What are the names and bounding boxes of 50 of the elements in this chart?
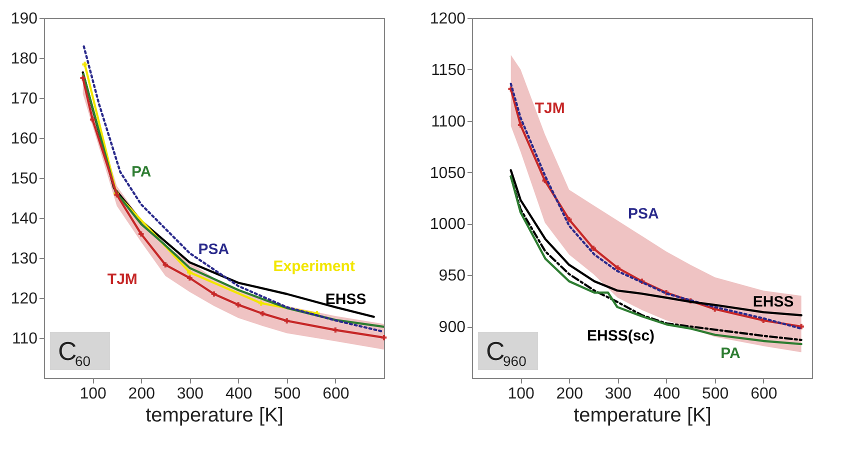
point [80, 75, 86, 81]
point [284, 318, 290, 324]
x-axis-title: temperature [K] [146, 404, 284, 426]
series-label: PA [132, 164, 152, 181]
point [82, 62, 88, 68]
series-label: EHSS(sc) [587, 327, 655, 344]
x-axis-title: temperature [K] [574, 404, 712, 426]
x-tick-label: 600 [750, 386, 778, 402]
y-tick-label: 130 [10, 250, 38, 268]
x-tick-label: 100 [508, 386, 535, 402]
y-tick-label: 190 [10, 10, 38, 28]
y-tick-label: 900 [438, 319, 466, 336]
series-label: Experiment [273, 258, 355, 276]
y-tick-label: 120 [10, 290, 38, 308]
x-tick-label: 100 [80, 386, 107, 402]
y-tick-label: 1050 [430, 164, 466, 182]
x-tick-label: 300 [176, 386, 204, 402]
y-tick-label: 1000 [430, 216, 466, 234]
point [187, 275, 192, 281]
series-label: TJM [107, 270, 138, 288]
x-tick-label: 500 [702, 386, 729, 402]
series-label: TJM [534, 100, 565, 117]
series-label: EHSS [752, 293, 794, 310]
point [187, 270, 192, 276]
y-tick-label: 140 [10, 210, 38, 228]
y-tick-label: 180 [10, 50, 38, 68]
x-tick-label: 300 [604, 386, 632, 402]
point [162, 262, 168, 268]
y-tick-label: 1100 [431, 113, 466, 130]
y-tick-label: 1200 [430, 10, 466, 28]
x-tick-label: 400 [653, 386, 680, 402]
point [138, 231, 144, 237]
y-tick-label: 110 [12, 330, 38, 348]
series-label: EHSS [325, 290, 366, 308]
x-tick-label: 500 [274, 386, 301, 402]
y-tick-label: 1150 [431, 62, 466, 79]
text: PSA [628, 206, 659, 223]
y-tick-label: 160 [10, 130, 38, 148]
x-tick-label: 200 [128, 386, 156, 402]
series-label: PA [720, 344, 740, 362]
x-tick-label: 400 [225, 386, 252, 402]
y-tick-label: 150 [10, 170, 38, 188]
point [236, 302, 241, 308]
x-tick-label: 200 [556, 386, 584, 402]
point [258, 300, 264, 306]
series-label: PSA [198, 241, 230, 258]
point [615, 265, 620, 271]
y-tick-label: 950 [438, 268, 466, 285]
x-tick-label: 600 [322, 386, 350, 402]
y-tick-label: 170 [10, 90, 38, 108]
